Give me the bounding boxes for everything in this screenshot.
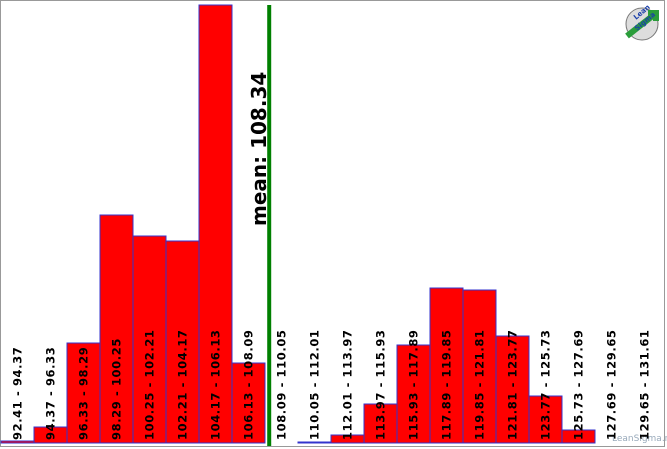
logo-arrow (625, 10, 659, 39)
bar (66, 342, 101, 444)
bar (495, 335, 530, 444)
bar (99, 214, 134, 444)
bar (0, 440, 35, 444)
bin-label: 102.21 - 104.17 (176, 329, 190, 440)
bin-label: 110.05 - 112.01 (308, 329, 322, 440)
bar (363, 403, 398, 444)
bin-label: 108.09 - 110.05 (275, 329, 289, 440)
bar (297, 441, 332, 444)
bin-label: 112.01 - 113.97 (341, 329, 355, 440)
bin-label: 92.41 - 94.37 (11, 347, 25, 440)
bin-label: 119.85 - 121.81 (473, 329, 487, 440)
bin-label: 98.29 - 100.25 (110, 338, 124, 440)
bar (231, 362, 266, 444)
bin-label: 106.13 - 108.09 (242, 329, 256, 440)
bin-label: 94.37 - 96.33 (44, 347, 58, 440)
bar (429, 287, 464, 444)
bin-label: 100.25 - 102.21 (143, 329, 157, 440)
bin-label: 96.33 - 98.29 (77, 347, 91, 440)
bin-label: 123.77 - 125.73 (539, 329, 553, 440)
bin-label: 121.81 - 123.77 (506, 329, 520, 440)
bin-label: 129.65 - 131.61 (638, 329, 652, 440)
bar (561, 429, 596, 444)
bar (132, 235, 167, 444)
mean-label: mean: 108.34 (247, 72, 271, 226)
watermark: LeanSigma.nl (612, 434, 667, 444)
bin-label: 104.17 - 106.13 (209, 329, 223, 440)
bin-label: 127.69 - 129.65 (605, 329, 619, 440)
bin-label: 115.93 - 117.89 (407, 329, 421, 440)
bin-label: 125.73 - 127.69 (572, 329, 586, 440)
bar (396, 344, 431, 444)
bin-label: 113.97 - 115.93 (374, 329, 388, 440)
bin-label: 117.89 - 119.85 (440, 329, 454, 440)
bar (528, 395, 563, 444)
bar (198, 4, 233, 444)
